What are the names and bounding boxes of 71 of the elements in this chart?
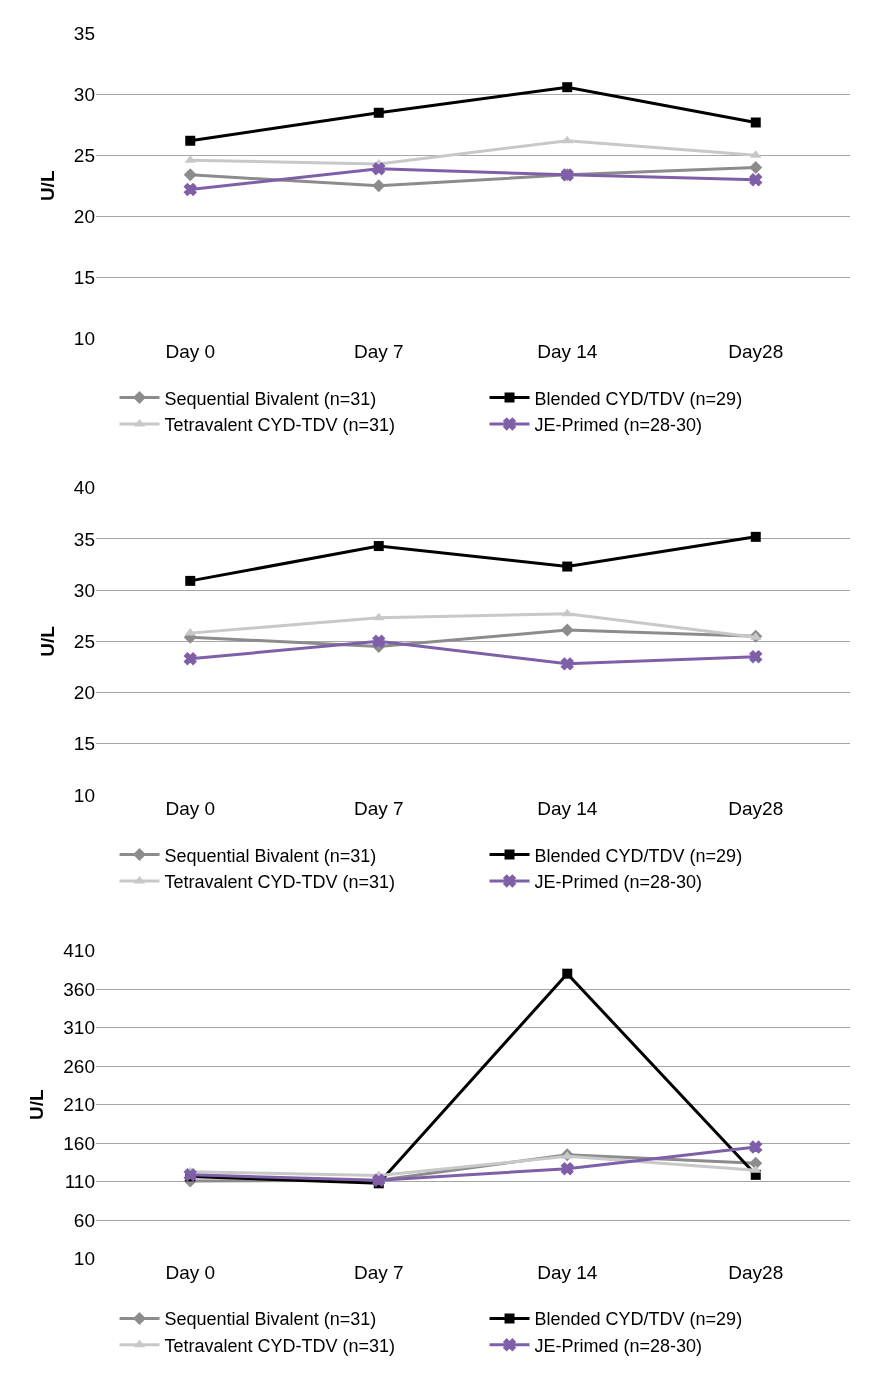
point [749,1140,763,1154]
y-axis-title: U/L [26,1089,48,1121]
legend-label: Blended CYD/TDV (n=29) [534,1309,743,1330]
legend-label: Tetravalent CYD-TDV (n=31) [164,1335,396,1356]
y-tick-label: 10 [73,784,95,806]
y-tick-label: 40 [73,477,95,499]
point [749,161,763,175]
point [185,575,196,586]
x-tick-label: Day28 [728,340,784,362]
x-tick-label: Day 14 [537,797,598,819]
x-tick-label: Day 7 [353,340,404,362]
point [749,650,763,664]
point [749,173,763,187]
y-tick-label: 30 [73,84,95,106]
y-tick-label: 30 [73,579,95,601]
y-tick-label: 110 [64,1171,95,1193]
y-tick-label: 260 [63,1055,95,1077]
point [372,162,386,176]
y-tick-label: 160 [63,1132,95,1154]
y-tick-label: 410 [63,940,95,962]
point [183,652,197,666]
y-tick-label: 10 [73,1248,95,1270]
legend-label: Sequential Bivalent (n=31) [164,388,377,409]
x-tick-label: Day 7 [353,797,404,819]
point [560,657,574,671]
x-tick-label: Day28 [728,1261,784,1283]
x-tick-label: Day 0 [165,340,216,362]
point [185,135,196,146]
y-tick-label: 10 [73,327,95,349]
y-tick-label: 35 [73,528,95,550]
y-tick-label: 35 [73,23,95,45]
point [373,107,384,118]
legend-label: JE-Primed (n=28-30) [534,414,703,435]
x-tick-label: Day28 [728,797,784,819]
x-tick-label: Day 14 [537,1261,598,1283]
y-tick-label: 25 [73,630,95,652]
legend-label: JE-Primed (n=28-30) [534,871,703,892]
y-tick-label: 20 [73,205,95,227]
y-axis-title: U/L [36,625,58,657]
point [373,541,384,552]
x-tick-label: Day 0 [165,797,216,819]
point [183,168,197,182]
point [750,117,761,128]
point [560,1162,574,1176]
point [562,82,573,93]
legend-label: Sequential Bivalent (n=31) [164,1309,377,1330]
point [562,561,573,572]
y-tick-label: 310 [63,1017,95,1039]
point [372,179,386,193]
point [372,634,386,648]
y-tick-label: 360 [63,978,95,1000]
y-tick-label: 60 [73,1209,95,1231]
point [183,183,197,196]
legend-label: Tetravalent CYD-TDV (n=31) [164,414,396,435]
x-tick-label: Day 14 [537,340,598,362]
point [562,968,573,979]
y-axis-title: U/L [36,170,58,202]
legend-label: JE-Primed (n=28-30) [534,1335,703,1356]
legend-label: Sequential Bivalent (n=31) [164,845,377,866]
point [750,531,761,542]
legend-label: Blended CYD/TDV (n=29) [534,388,743,409]
legend-label: Tetravalent CYD-TDV (n=31) [164,871,396,892]
point [560,623,574,637]
y-tick-label: 20 [73,682,95,704]
y-tick-label: 15 [73,266,95,288]
y-tick-label: 210 [63,1094,95,1116]
x-tick-label: Day 7 [353,1261,404,1283]
legend-label: Blended CYD/TDV (n=29) [534,845,743,866]
x-tick-label: Day 0 [165,1261,216,1283]
y-tick-label: 15 [73,733,95,755]
y-tick-label: 25 [73,145,95,167]
